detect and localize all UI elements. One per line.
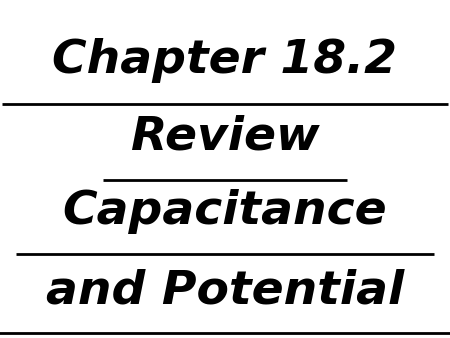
Text: Capacitance: Capacitance (63, 189, 387, 234)
Text: Review: Review (130, 114, 320, 160)
Text: and Potential: and Potential (46, 268, 404, 313)
Text: Chapter 18.2: Chapter 18.2 (53, 38, 397, 83)
